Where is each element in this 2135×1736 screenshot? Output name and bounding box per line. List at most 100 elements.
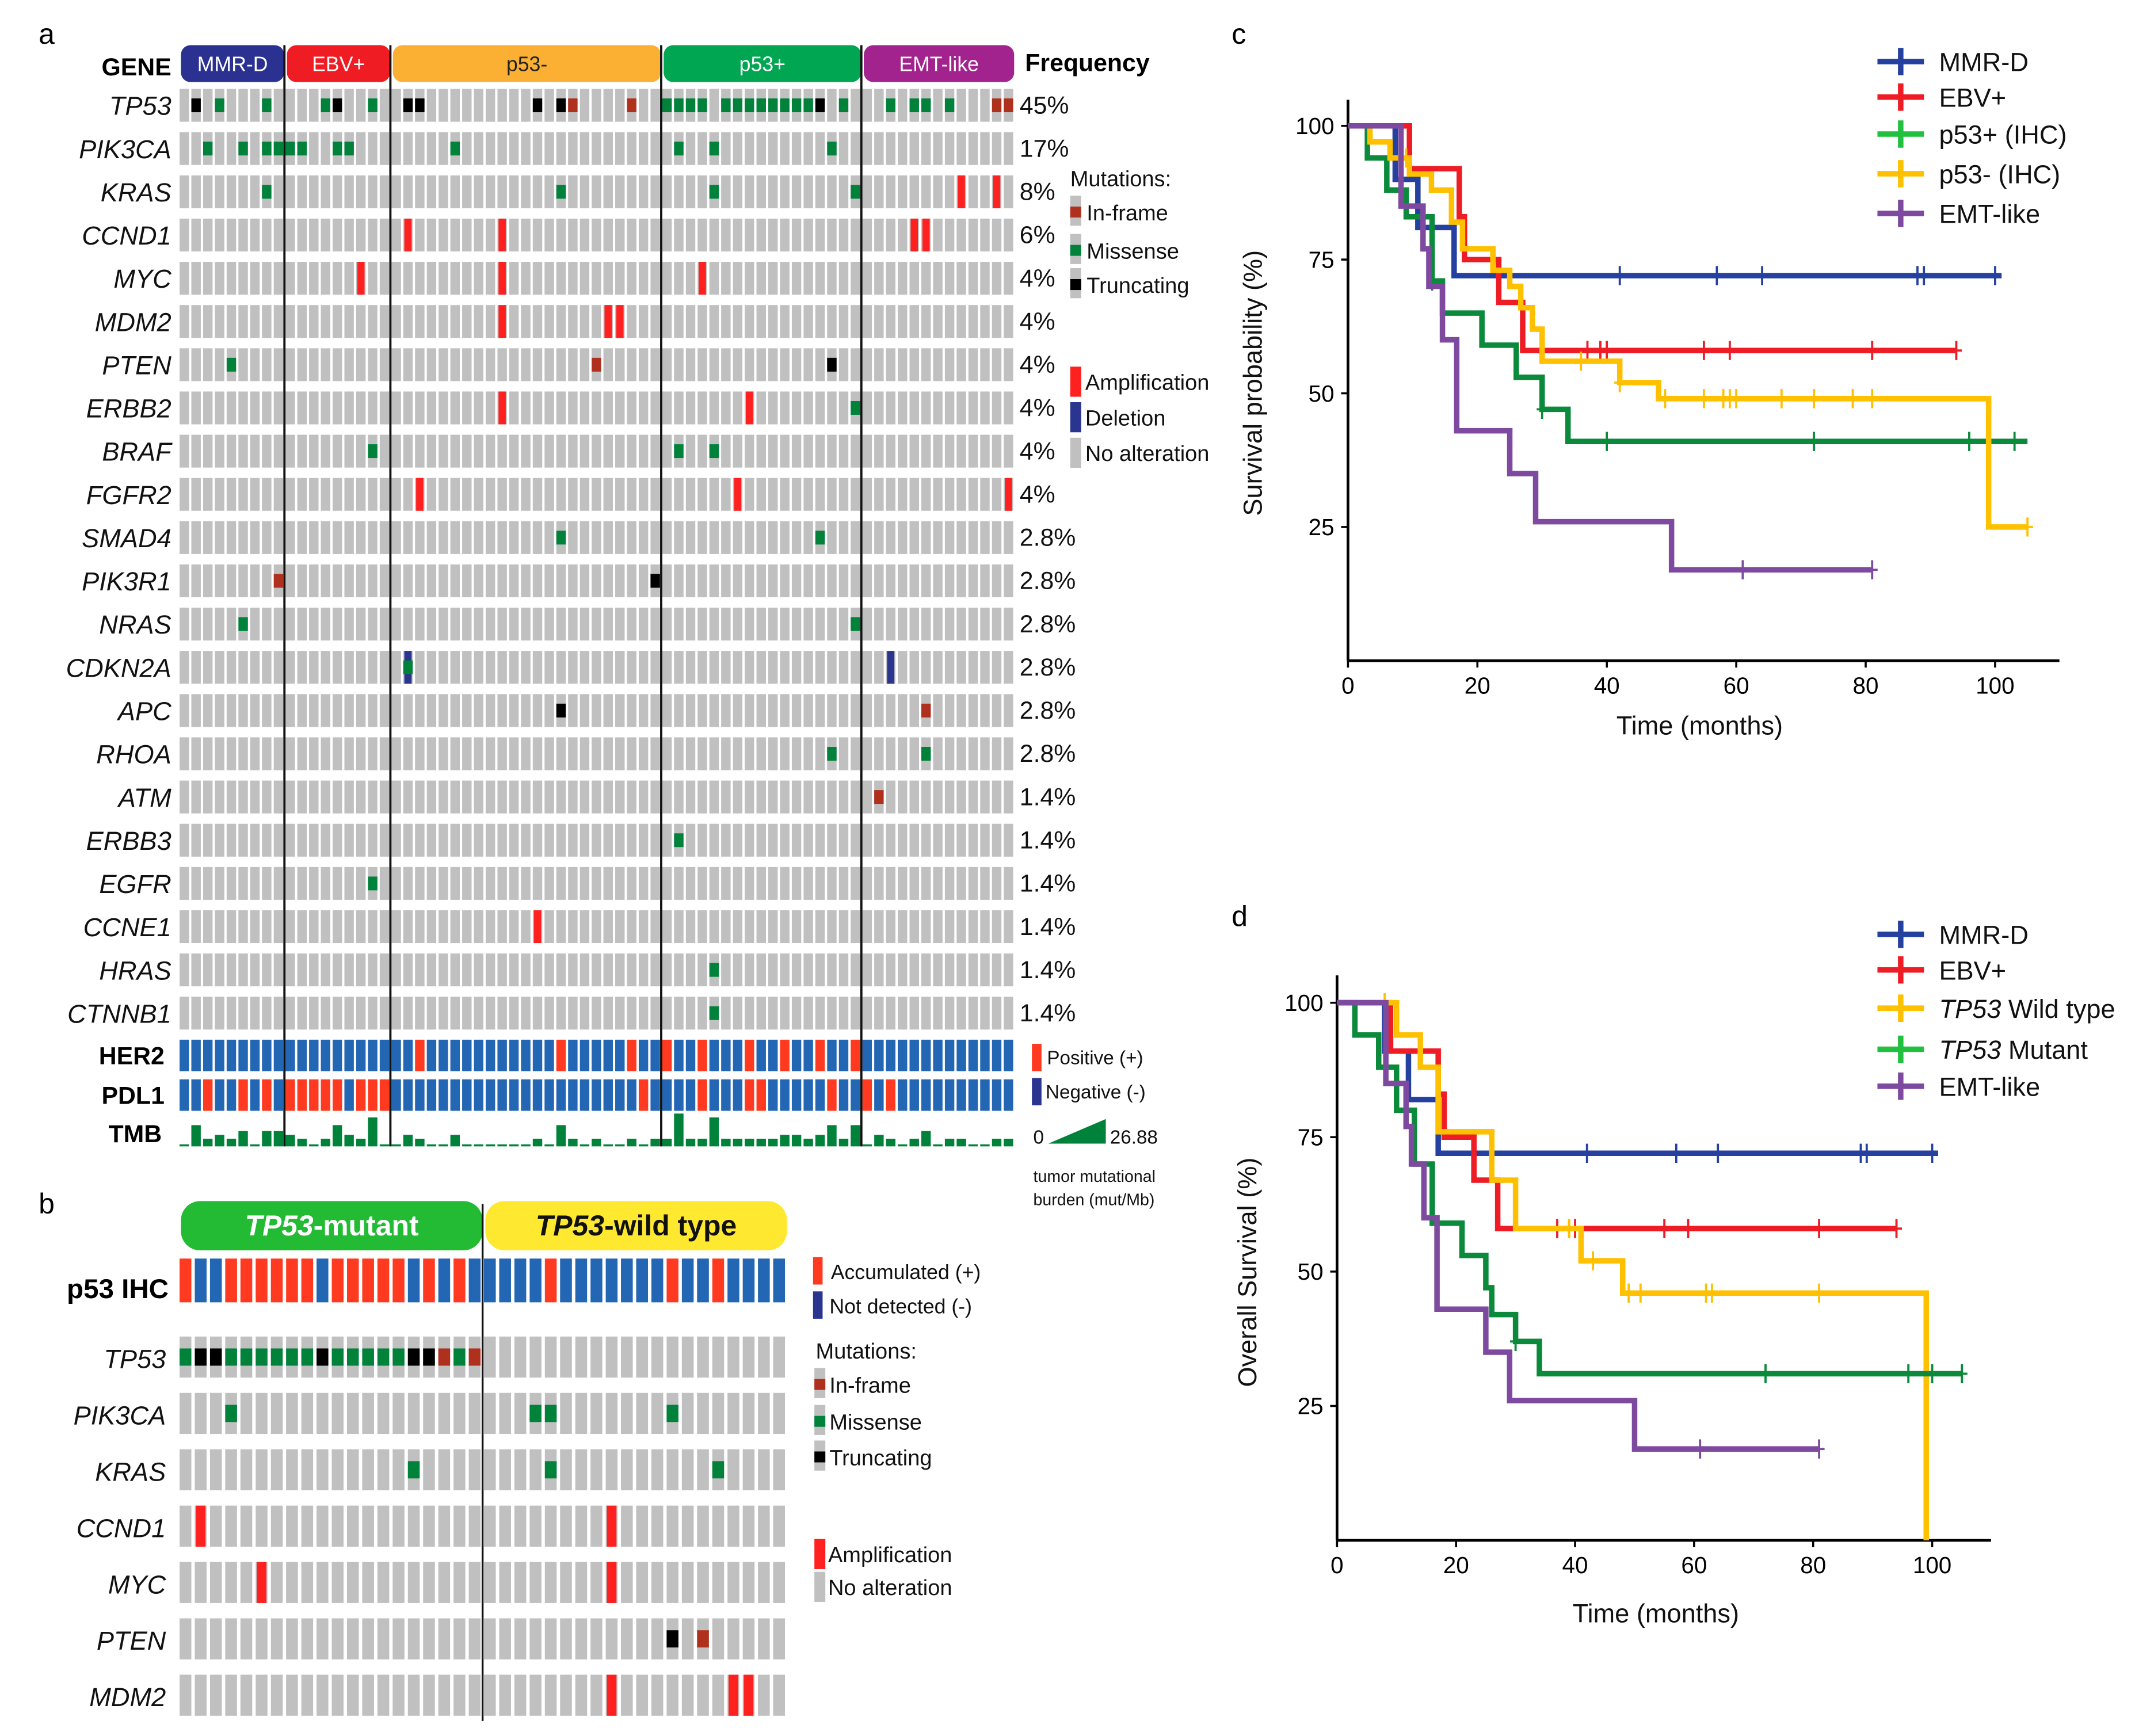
cell bbox=[426, 478, 437, 511]
tmb-bar bbox=[968, 1144, 978, 1147]
pdl1-cell bbox=[285, 1079, 295, 1111]
cell bbox=[944, 434, 955, 468]
tmb-bar bbox=[285, 1135, 295, 1147]
ihc-cell bbox=[362, 1258, 374, 1303]
cell bbox=[273, 262, 284, 295]
cell bbox=[745, 780, 754, 814]
cell bbox=[650, 218, 660, 251]
group-header bbox=[485, 1201, 787, 1251]
cell bbox=[203, 89, 213, 122]
cell bbox=[203, 262, 213, 295]
cell bbox=[514, 1449, 527, 1491]
cell bbox=[791, 651, 802, 684]
amplification-mark bbox=[1005, 478, 1012, 511]
cell bbox=[681, 1449, 694, 1491]
cell bbox=[521, 737, 531, 770]
cell bbox=[250, 608, 260, 641]
cell bbox=[415, 780, 425, 814]
legend-label-text: p53+ (IHC) bbox=[1939, 120, 2067, 150]
cell bbox=[568, 780, 578, 814]
pdl1-cell bbox=[426, 1079, 437, 1111]
cell bbox=[544, 651, 554, 684]
cell bbox=[758, 1618, 770, 1659]
cell bbox=[650, 737, 660, 770]
frequency-value: 2.8% bbox=[1020, 567, 1076, 595]
cell bbox=[453, 1449, 466, 1491]
cell bbox=[636, 1562, 649, 1603]
her2-cell bbox=[992, 1039, 1002, 1071]
cell bbox=[262, 305, 272, 338]
cell bbox=[838, 694, 849, 727]
cell bbox=[768, 348, 778, 381]
tmb-bar bbox=[933, 1144, 943, 1147]
cell bbox=[992, 780, 1002, 814]
cell bbox=[681, 1336, 694, 1378]
cell bbox=[827, 953, 837, 987]
cell bbox=[851, 737, 860, 770]
cell bbox=[721, 478, 731, 511]
cell bbox=[438, 1505, 451, 1547]
missense-mark bbox=[780, 98, 790, 113]
cell bbox=[403, 175, 413, 208]
cell bbox=[450, 218, 460, 251]
cell bbox=[309, 391, 319, 425]
missense-mark bbox=[331, 1348, 344, 1366]
her2-cell bbox=[933, 1039, 943, 1071]
pdl1-cell bbox=[439, 1079, 448, 1111]
cell bbox=[886, 305, 896, 338]
cell bbox=[226, 953, 237, 987]
cell bbox=[346, 1674, 359, 1716]
cell bbox=[651, 1674, 664, 1716]
cell bbox=[377, 1618, 390, 1659]
cell bbox=[474, 608, 483, 641]
cell bbox=[379, 823, 390, 857]
cell bbox=[297, 89, 307, 122]
cell bbox=[756, 434, 766, 468]
cell bbox=[180, 564, 189, 598]
ihc-cell bbox=[529, 1258, 542, 1303]
missense-mark bbox=[262, 185, 272, 199]
amplification-mark bbox=[404, 218, 412, 251]
cell bbox=[791, 910, 802, 944]
cell bbox=[215, 780, 224, 814]
cell bbox=[521, 521, 531, 554]
cell bbox=[803, 953, 813, 987]
cell bbox=[615, 953, 625, 987]
censor-mark bbox=[1927, 1143, 1938, 1163]
frequency-value: 4% bbox=[1020, 351, 1055, 379]
cell bbox=[497, 867, 507, 900]
cell bbox=[273, 478, 284, 511]
panel-label-b: b bbox=[39, 1188, 55, 1220]
cell bbox=[615, 694, 625, 727]
cell bbox=[733, 218, 743, 251]
cell bbox=[580, 478, 590, 511]
cell bbox=[851, 89, 860, 122]
cell bbox=[450, 175, 460, 208]
amplification-mark bbox=[196, 1505, 206, 1547]
cell bbox=[933, 651, 943, 684]
cell bbox=[662, 434, 672, 468]
cell bbox=[956, 953, 966, 987]
missense-mark bbox=[886, 98, 896, 113]
cell bbox=[909, 953, 919, 987]
cell bbox=[415, 997, 425, 1030]
cell bbox=[874, 218, 884, 251]
tmb-bar bbox=[756, 1138, 766, 1147]
cell bbox=[756, 348, 766, 381]
cell bbox=[203, 694, 213, 727]
x-tick-label: 80 bbox=[1853, 672, 1879, 699]
cell bbox=[815, 434, 825, 468]
cell bbox=[256, 1449, 268, 1491]
cell bbox=[651, 1336, 664, 1378]
tmb-bar bbox=[944, 1138, 955, 1147]
cell bbox=[603, 564, 613, 598]
her2-cell bbox=[827, 1039, 837, 1071]
group-header-ebv+ bbox=[287, 45, 390, 82]
group-header bbox=[181, 1201, 483, 1251]
cell bbox=[650, 608, 660, 641]
cell bbox=[603, 867, 613, 900]
her2-cell bbox=[521, 1039, 531, 1071]
cell bbox=[497, 132, 507, 165]
cell bbox=[636, 1674, 649, 1716]
cell bbox=[317, 1674, 329, 1716]
